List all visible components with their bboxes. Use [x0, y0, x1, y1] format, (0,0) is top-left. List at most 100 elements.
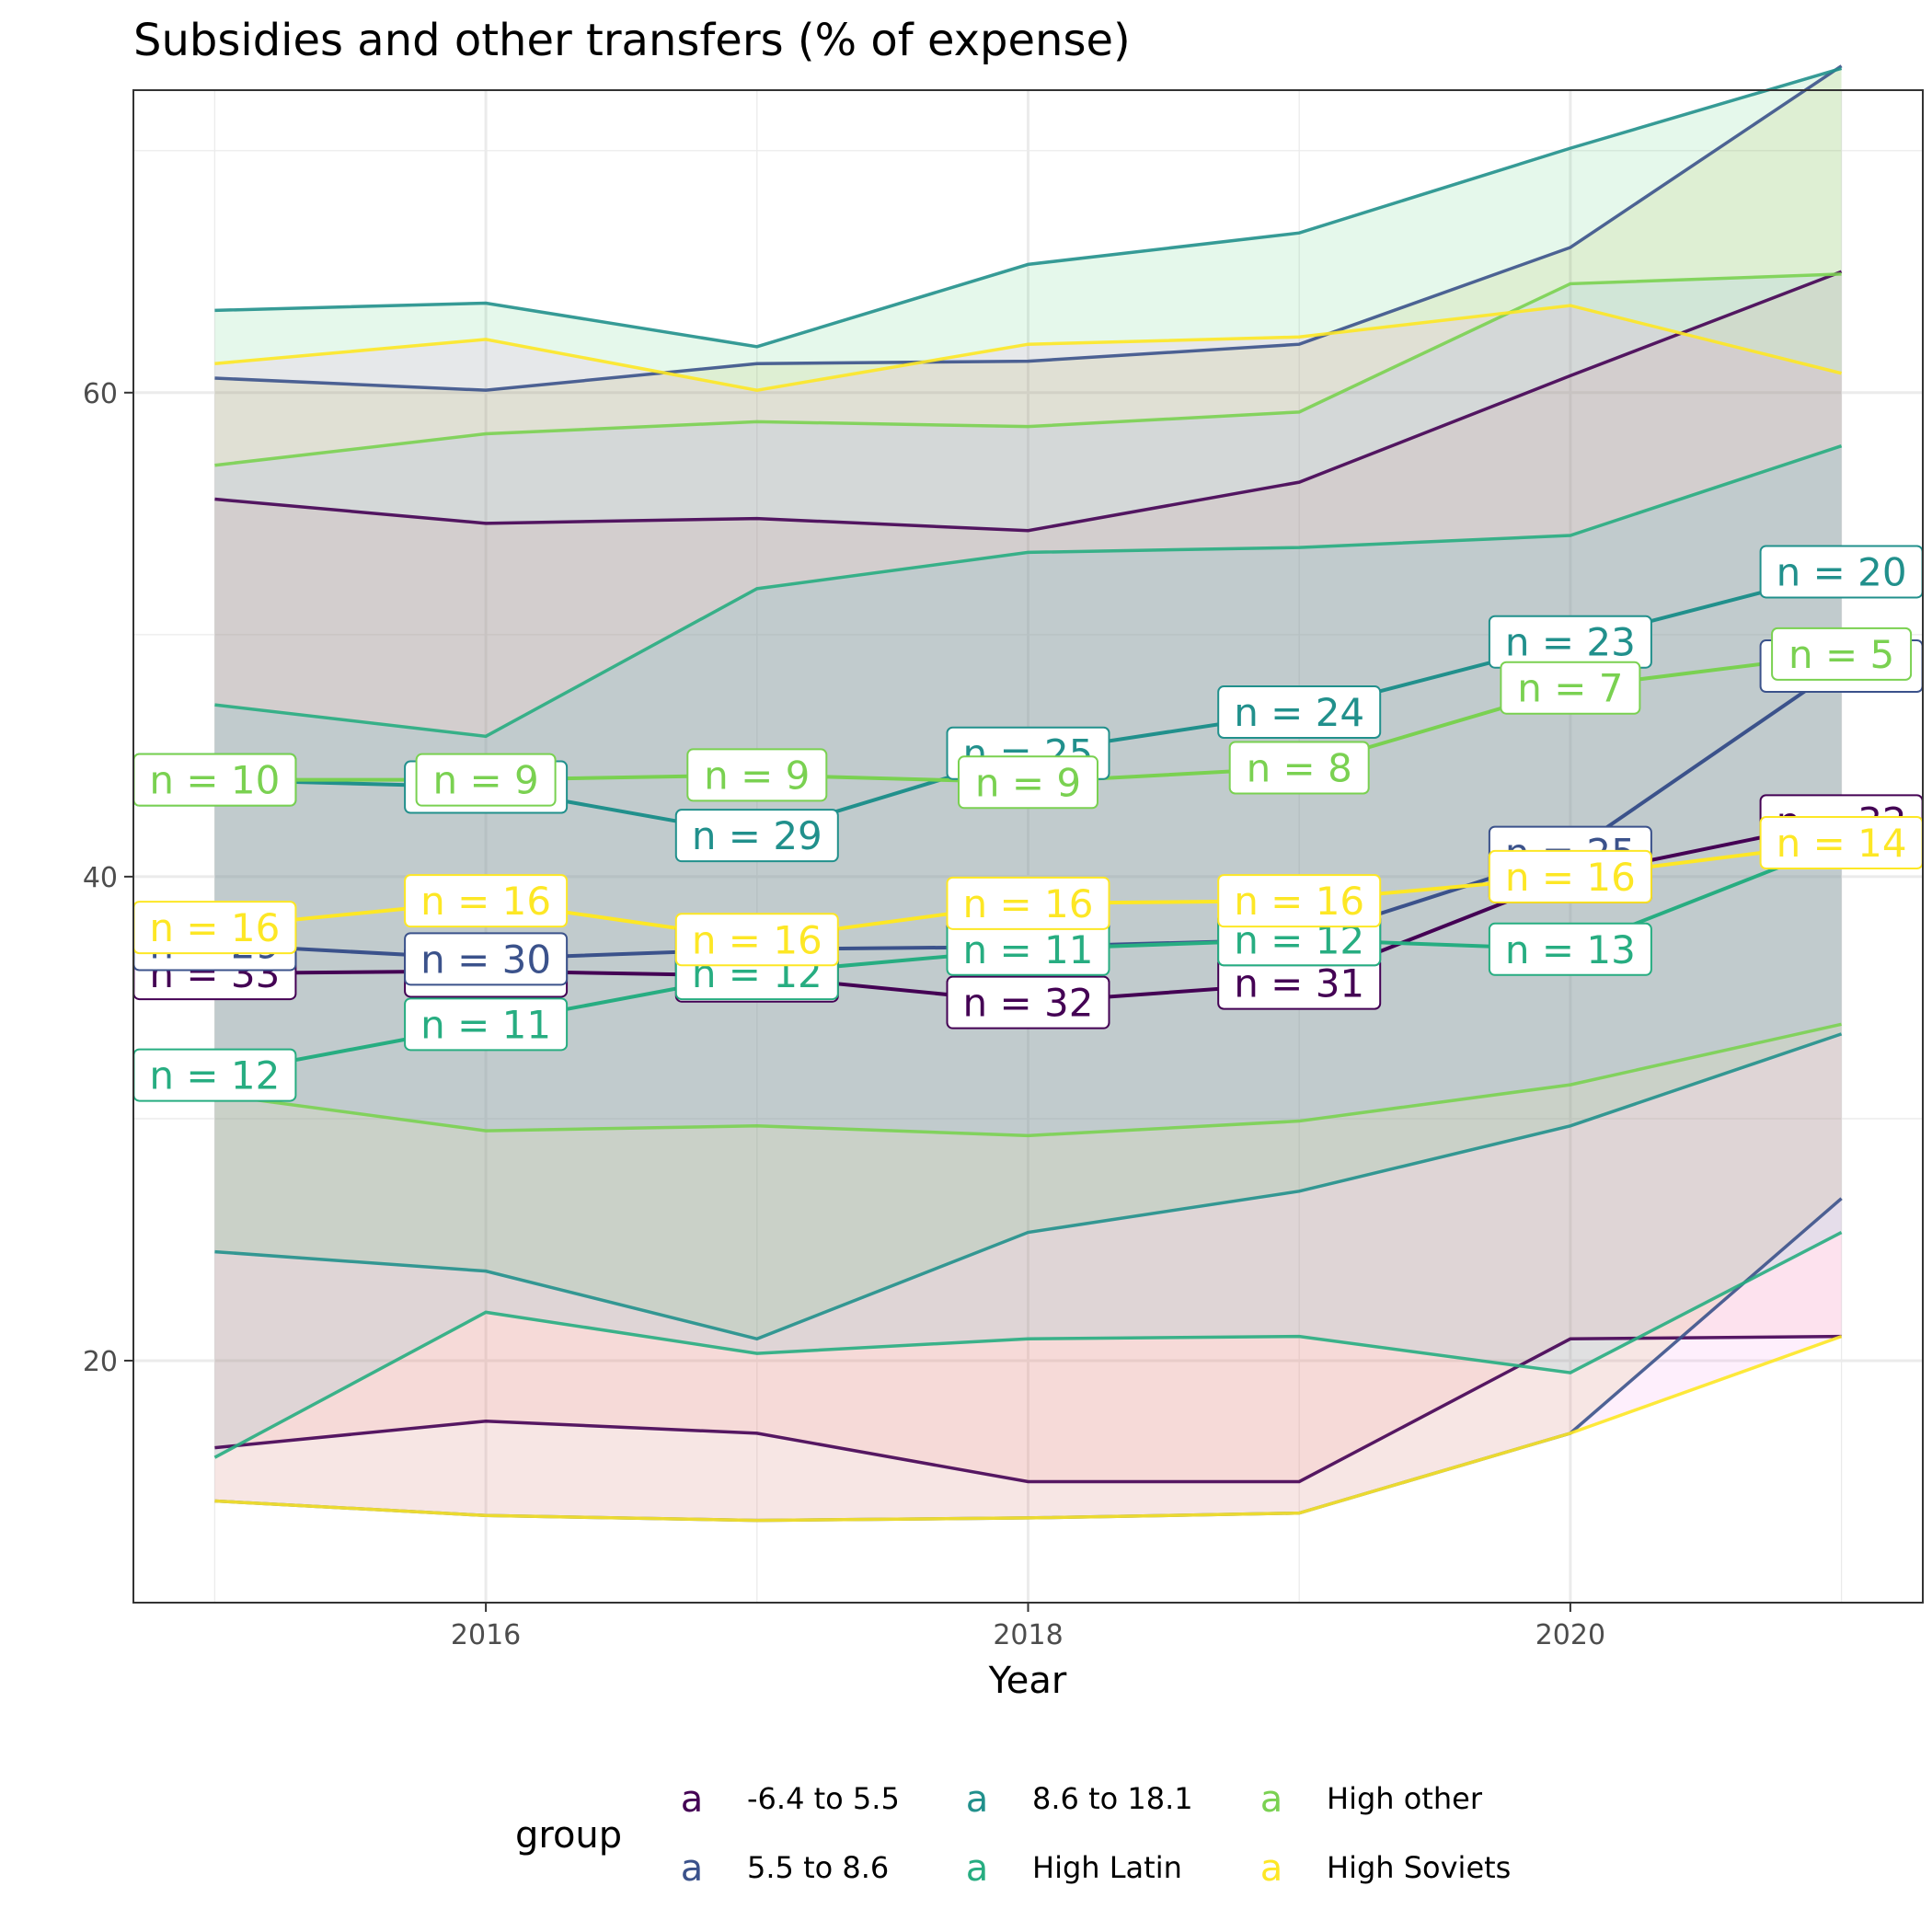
count-label-text: n = 13 — [1505, 927, 1636, 972]
y-tick-label-40: 40 — [83, 862, 118, 894]
count-label-text: n = 16 — [1234, 879, 1364, 924]
count-label-text: n = 12 — [149, 1053, 280, 1098]
count-label-text: n = 16 — [963, 881, 1094, 926]
count-label-text: n = 8 — [1247, 746, 1352, 791]
count-label-text: n = 10 — [149, 758, 280, 803]
legend-key: a — [681, 1847, 704, 1890]
count-labels: n = 33n = 33n = 33n = 32n = 31n = 32n = … — [132, 545, 1924, 1102]
chart-title: Subsidies and other transfers (% of expe… — [133, 15, 1131, 66]
count-label-box — [1228, 741, 1370, 795]
count-label-text: n = 5 — [1788, 632, 1894, 677]
count-label-series-4-point-1: n = 9 — [415, 753, 557, 807]
count-label-text: n = 9 — [432, 758, 538, 803]
y-tick-label-20: 20 — [83, 1346, 118, 1378]
legend: group a -6.4 to 5.5 a 5.5 to 8.6 a 8.6 to 18.… — [515, 1778, 1511, 1890]
count-label-series-5-point-0: n = 16 — [132, 901, 297, 955]
count-label-box — [946, 975, 1110, 1029]
count-label-text: n = 30 — [420, 937, 551, 982]
count-label-box — [404, 932, 569, 986]
count-label-text: n = 11 — [420, 1002, 551, 1047]
count-label-text: n = 14 — [1777, 821, 1907, 866]
count-label-text: n = 31 — [1234, 961, 1364, 1006]
count-label-box — [686, 748, 828, 802]
legend-key: a — [1260, 1847, 1283, 1890]
lower-line-series-3 — [213, 1230, 1843, 1459]
legend-key: a — [1260, 1778, 1283, 1821]
legend-label: 5.5 to 8.6 — [747, 1850, 889, 1885]
count-label-series-2-point-6: n = 20 — [1759, 545, 1924, 599]
count-label-text: n = 7 — [1517, 666, 1623, 711]
count-label-box — [1488, 849, 1652, 903]
count-label-series-4-point-2: n = 9 — [686, 748, 828, 802]
count-label-box — [674, 809, 839, 863]
legend-item-0: a -6.4 to 5.5 — [681, 1778, 900, 1821]
count-label-series-4-point-6: n = 5 — [1771, 627, 1913, 681]
count-label-series-4-point-3: n = 9 — [958, 755, 1098, 810]
count-label-text: n = 20 — [1777, 549, 1907, 594]
legend-key: a — [966, 1847, 989, 1890]
x-axis-title: Year — [988, 1660, 1067, 1702]
lower-line-series-0 — [214, 1334, 1842, 1484]
count-label-box — [404, 874, 569, 928]
count-label-box — [1217, 874, 1382, 928]
count-label-text: n = 16 — [420, 879, 551, 924]
count-label-series-4-point-4: n = 8 — [1228, 741, 1370, 795]
count-label-box — [1488, 922, 1652, 976]
count-label-series-5-point-4: n = 16 — [1217, 874, 1382, 928]
count-label-series-3-point-0: n = 12 — [132, 1048, 297, 1102]
count-label-text: n = 9 — [704, 753, 810, 798]
count-label-text: n = 16 — [692, 917, 822, 962]
upper-line-series-0 — [214, 270, 1843, 533]
count-label-series-5-point-6: n = 14 — [1759, 816, 1924, 870]
count-label-text: n = 9 — [975, 760, 1081, 805]
count-label-box — [404, 997, 569, 1052]
x-tick-label-2016: 2016 — [451, 1619, 521, 1651]
lower-line-series-5 — [214, 1335, 1843, 1523]
count-label-box — [415, 753, 557, 807]
upper-line-series-4 — [214, 272, 1842, 467]
count-label-series-5-point-2: n = 16 — [674, 913, 839, 967]
count-label-series-0-point-3: n = 32 — [946, 975, 1110, 1029]
count-label-series-3-point-5: n = 13 — [1488, 922, 1652, 976]
legend-item-4: a High other — [1260, 1778, 1483, 1821]
y-tick-label-60: 60 — [83, 378, 118, 410]
count-label-series-5-point-1: n = 16 — [404, 874, 569, 928]
legend-label: High other — [1327, 1781, 1483, 1816]
legend-title: group — [515, 1814, 622, 1857]
legend-item-3: a High Latin — [966, 1847, 1182, 1890]
upper-line-series-3 — [214, 444, 1843, 739]
count-label-series-3-point-3: n = 11 — [946, 922, 1110, 976]
legend-key: a — [681, 1778, 704, 1821]
count-label-box — [946, 876, 1110, 930]
count-label-series-3-point-1: n = 11 — [404, 997, 569, 1052]
count-label-text: n = 29 — [692, 813, 822, 858]
legend-label: -6.4 to 5.5 — [747, 1781, 900, 1816]
legend-item-2: a 8.6 to 18.1 — [966, 1778, 1193, 1821]
count-label-box — [1771, 627, 1913, 681]
count-label-series-5-point-3: n = 16 — [946, 876, 1110, 930]
count-label-series-2-point-5: n = 23 — [1488, 615, 1652, 669]
legend-key: a — [966, 1778, 989, 1821]
legend-label: 8.6 to 18.1 — [1032, 1781, 1193, 1816]
count-label-box — [958, 755, 1098, 810]
count-label-series-4-point-5: n = 7 — [1500, 661, 1641, 715]
lower-line-series-4 — [214, 1022, 1842, 1138]
count-label-box — [1217, 685, 1382, 740]
legend-label: High Latin — [1032, 1850, 1182, 1885]
x-tick-label-2018: 2018 — [993, 1619, 1063, 1651]
count-label-text: n = 16 — [149, 905, 280, 950]
count-label-text: n = 32 — [963, 981, 1094, 1026]
x-tick-label-2020: 2020 — [1535, 1619, 1605, 1651]
upper-line-series-1 — [214, 64, 1843, 392]
count-label-text: n = 24 — [1234, 690, 1364, 735]
band-series-2 — [214, 68, 1842, 1340]
legend-label: High Soviets — [1327, 1850, 1511, 1885]
count-label-series-2-point-4: n = 24 — [1217, 685, 1382, 740]
legend-item-1: a 5.5 to 8.6 — [681, 1847, 890, 1890]
legend-item-5: a High Soviets — [1260, 1847, 1512, 1890]
upper-line-series-2 — [214, 66, 1843, 349]
count-label-box — [674, 913, 839, 967]
count-label-text: n = 23 — [1505, 620, 1636, 665]
